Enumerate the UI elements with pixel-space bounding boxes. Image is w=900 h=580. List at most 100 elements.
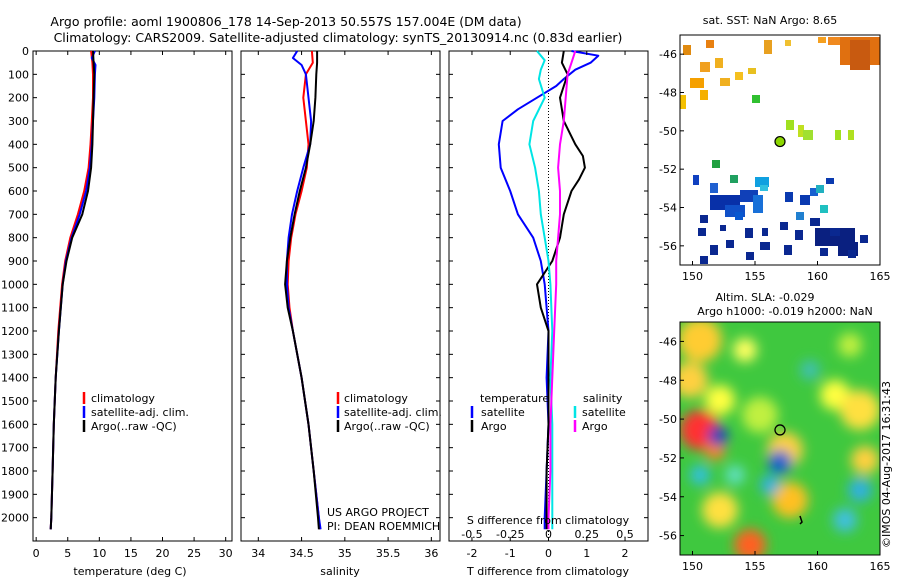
series-t-argo [536, 50, 586, 530]
sst-cell [730, 175, 738, 183]
sst-cell [760, 242, 770, 250]
temperature-diff-legend: temperature satellite Argo [470, 392, 549, 433]
sst-cell [820, 205, 828, 213]
sst-cell [796, 212, 804, 220]
argo-float-marker [774, 424, 786, 436]
sst-map-title: sat. SST: NaN Argo: 8.65 [703, 14, 837, 27]
temperature-plot-frame [32, 50, 233, 542]
legend-label-argo: Argo(..raw -QC) [91, 420, 177, 433]
sla-anomaly-blobs [680, 322, 880, 555]
sla-anomaly-blob [734, 529, 766, 555]
s-tick-label: 0.25 [575, 528, 600, 541]
salinity-diff-tick-labels: -0.5 -0.25 0 0.25 0.5 [461, 528, 634, 541]
lon-tick-label: 165 [870, 270, 891, 283]
sst-cell [785, 192, 793, 202]
sst-cell [803, 130, 813, 140]
sst-cell [764, 40, 772, 54]
sst-cell [710, 245, 718, 255]
lat-tick-label: -56 [659, 240, 677, 253]
y-tick-label: 1800 [1, 465, 29, 478]
s-diff-label: S difference from climatology [467, 514, 630, 527]
sst-cell [826, 178, 834, 184]
sst-cell [693, 175, 699, 185]
sst-cell [860, 235, 868, 243]
argo-float-marker [774, 135, 786, 148]
sla-anomaly-blob [838, 333, 862, 357]
sst-cell [816, 185, 824, 193]
legend-label-satellite: satellite-adj. clim. [91, 406, 189, 419]
legend-title-salinity: salinity [583, 392, 623, 405]
sst-cell [700, 90, 708, 100]
x-tick-label: -1 [505, 547, 516, 560]
sst-cell [683, 45, 691, 55]
y-tick-label: 1200 [1, 325, 29, 338]
y-tick-label: 0 [22, 45, 29, 58]
sla-anomaly-blob [772, 482, 808, 518]
sst-cell [680, 95, 686, 109]
sla-anomaly-blob [760, 475, 780, 495]
series-s-argo [547, 50, 577, 530]
salinity-curves [284, 50, 322, 530]
legend-label-s-satellite: satellite [582, 406, 626, 419]
legend-label-climatology: climatology [344, 392, 408, 405]
sst-cell [710, 183, 718, 193]
differences-panel: -2 -1 0 1 2 -0.5 -0.25 0 0.25 0.5 S difference f… [448, 50, 649, 578]
timestamp-credit: ©IMOS 04-Aug-2017 16:31:43 [880, 381, 893, 548]
sst-cell [753, 195, 763, 213]
lat-tick-label: -48 [659, 374, 677, 387]
x-tick-label: 1 [583, 547, 590, 560]
sst-cell [746, 252, 754, 260]
legend-label-satellite: satellite-adj. clim. [344, 406, 442, 419]
x-tick-label: 5 [64, 547, 71, 560]
sla-map-frame [679, 321, 881, 556]
sla-map-subtitle: Argo h1000: -0.019 h2000: NaN [697, 305, 873, 318]
x-tick-label: 2 [622, 547, 629, 560]
lon-tick-label: 155 [745, 270, 766, 283]
sst-cell [784, 245, 792, 255]
sst-cell [818, 37, 826, 43]
sla-anomaly-blob [848, 478, 872, 502]
sst-cell [786, 120, 794, 130]
sst-cell [785, 40, 791, 46]
credit-project: US ARGO PROJECT [327, 506, 429, 519]
sla-anomaly-blob [725, 465, 745, 485]
sst-cell [780, 222, 788, 230]
y-tick-label: 1600 [1, 418, 29, 431]
lat-tick-label: -52 [659, 452, 677, 465]
sla-anomaly-blob [702, 492, 738, 528]
sst-cell [720, 225, 726, 231]
legend-label-s-argo: Argo [582, 420, 608, 433]
salinity-plot-frame [240, 50, 441, 542]
sst-cell [800, 195, 810, 205]
series-argo [49, 50, 96, 530]
sst-cell [815, 228, 855, 246]
x-tick-label: 0 [33, 547, 40, 560]
sst-cell [720, 78, 730, 86]
coastline-fragment [799, 515, 803, 525]
sst-cell [706, 40, 714, 48]
sla-lon-ticks: 150 155 160 165 [682, 551, 891, 573]
legend-label-t-satellite: satellite [481, 406, 525, 419]
x-tick-label: 35.5 [376, 547, 401, 560]
sst-cell [762, 228, 768, 236]
sst-cell [715, 58, 723, 68]
y-tick-label: 600 [8, 185, 29, 198]
y-tick-label: 1100 [1, 302, 29, 315]
lon-tick-label: 155 [745, 560, 766, 573]
sst-cell [810, 188, 818, 196]
series-s-satellite [528, 50, 554, 530]
header-line2: Climatology: CARS2009. Satellite-adjuste… [54, 30, 623, 45]
x-tick-label: 15 [124, 547, 138, 560]
series-argo [284, 51, 320, 530]
y-tick-label: 300 [8, 115, 29, 128]
sla-map-title: Altim. SLA: -0.029 [715, 291, 814, 304]
t-diff-label: T difference from climatology [466, 565, 629, 578]
x-tick-label: 25 [187, 547, 201, 560]
sst-cell [820, 248, 828, 256]
sst-cell [700, 215, 708, 223]
sst-cells [680, 37, 880, 264]
y-tick-label: 700 [8, 208, 29, 221]
lon-tick-label: 160 [807, 560, 828, 573]
y-tick-label: 900 [8, 255, 29, 268]
